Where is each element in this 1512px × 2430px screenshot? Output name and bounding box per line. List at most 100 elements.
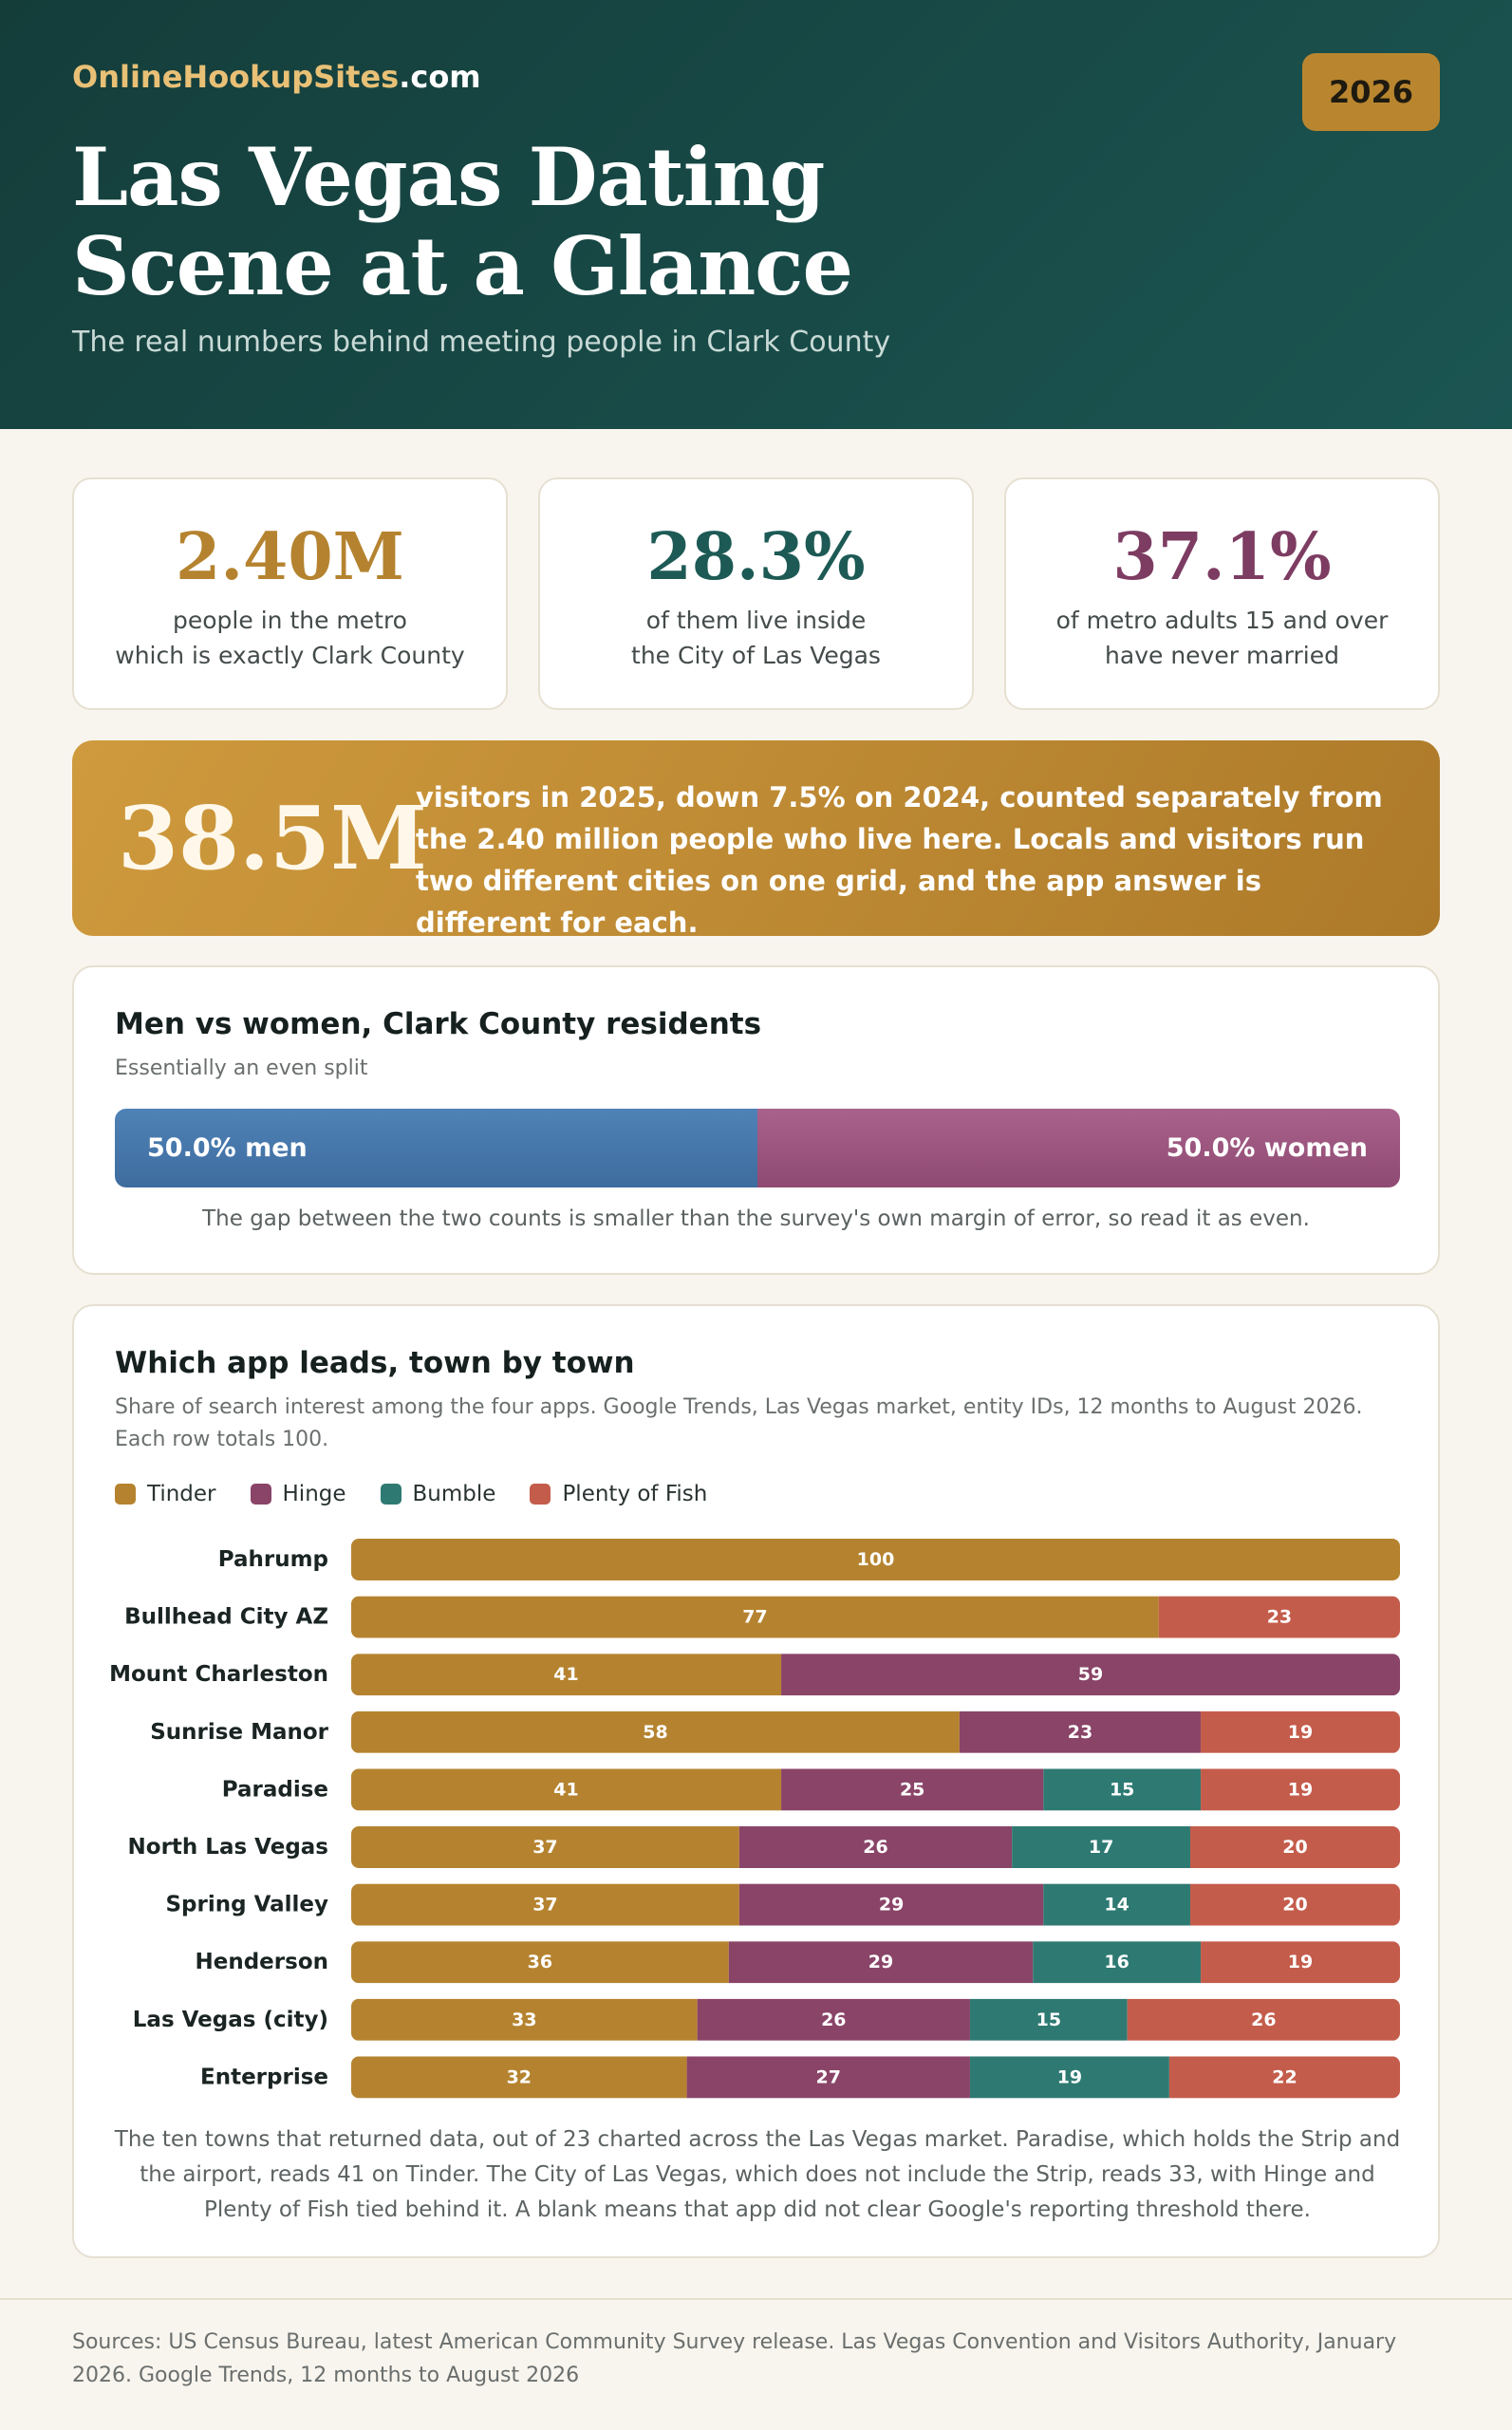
category-label: Sunrise Manor (150, 1720, 328, 1745)
header: OnlineHookupSites.com 2026 Las Vegas Dat… (0, 0, 1512, 429)
footer-divider (0, 2298, 1512, 2300)
data-label: 77 (742, 1607, 767, 1628)
legend-label: Plenty of Fish (562, 1482, 708, 1506)
bar-segment-hinge (738, 1826, 1013, 1868)
stat-card-never-married: 37.1% of metro adults 15 and over have n… (1004, 477, 1440, 710)
stat-label: of metro adults 15 and over have never m… (1006, 603, 1438, 673)
men-label: 50.0% men (147, 1133, 308, 1163)
stat-card-city-share: 28.3% of them live inside the City of La… (538, 477, 974, 710)
gender-card-title: Men vs women, Clark County residents (115, 1007, 762, 1041)
bar-row (351, 2056, 1400, 2099)
bar-row (351, 1768, 1400, 1811)
visitors-value: 38.5M (118, 787, 427, 889)
data-label: 26 (1251, 2009, 1276, 2030)
bar-segment-plenty-of-fish (1201, 1941, 1400, 1984)
bar-segment-tinder (351, 1596, 1159, 1638)
bar-segment-tinder (351, 1654, 782, 1696)
bar-segment-bumble (1033, 1941, 1202, 1984)
bar-segment-bumble (1043, 1883, 1190, 1926)
legend-item-bumble: Bumble (380, 1482, 496, 1506)
gender-split-bar: 50.0% men 50.0% women (115, 1109, 1400, 1187)
stat-value: 2.40M (176, 519, 404, 595)
bar-segment-hinge (728, 1941, 1034, 1984)
bar-segment-plenty-of-fish (1190, 1883, 1400, 1926)
data-label: 100 (857, 1549, 895, 1570)
men-segment: 50.0% men (115, 1109, 757, 1187)
visitors-text: visitors in 2025, down 7.5% on 2024, cou… (416, 781, 1383, 939)
page-subtitle: The real numbers behind meeting people i… (72, 326, 891, 359)
category-label: Spring Valley (165, 1893, 328, 1917)
apps-card-subtitle: Share of search interest among the four … (115, 1395, 1363, 1451)
bar-segment-tinder (351, 1539, 1400, 1580)
stat-label-line1: people in the metro (173, 607, 407, 634)
data-label: 19 (1057, 2066, 1082, 2087)
bar-segment-plenty-of-fish (1190, 1826, 1400, 1868)
women-label: 50.0% women (1166, 1133, 1368, 1163)
bar-row (351, 1826, 1400, 1868)
data-label: 20 (1282, 1895, 1307, 1916)
bar-row (351, 1539, 1400, 1580)
data-label: 15 (1110, 1779, 1134, 1800)
legend-swatch (380, 1484, 401, 1505)
bar-segment-plenty-of-fish (1158, 1596, 1400, 1638)
page-title: Las Vegas Dating Scene at a Glance (72, 130, 853, 313)
legend-label: Tinder (147, 1482, 216, 1506)
stat-label: of them live inside the City of Las Vega… (540, 603, 972, 673)
data-label: 20 (1282, 1837, 1307, 1858)
category-label: Henderson (196, 1950, 329, 1974)
data-label: 25 (900, 1779, 924, 1800)
legend-label: Hinge (282, 1482, 346, 1506)
category-label: Enterprise (200, 2065, 328, 2089)
data-label: 58 (643, 1722, 667, 1743)
gender-split-card: Men vs women, Clark County residents Ess… (72, 965, 1440, 1275)
stat-label-line2: have never married (1105, 642, 1339, 669)
visitors-banner: 38.5M visitors in 2025, down 7.5% on 202… (72, 740, 1440, 939)
bar-segment-tinder (351, 2056, 687, 2099)
legend-label: Bumble (412, 1482, 496, 1506)
stat-label-line2: the City of Las Vegas (631, 642, 881, 669)
legend-item-plenty-of-fish: Plenty of Fish (530, 1482, 707, 1506)
data-label: 26 (863, 1837, 887, 1858)
bar-row (351, 1941, 1400, 1984)
bar-segment-tinder (351, 1710, 960, 1753)
bar-segment-plenty-of-fish (1127, 1998, 1400, 2041)
bar-segment-plenty-of-fish (1168, 2056, 1400, 2099)
bar-segment-hinge (781, 1768, 1044, 1811)
data-label: 19 (1288, 1722, 1313, 1743)
bar-segment-bumble (1043, 1768, 1202, 1811)
brand-name: OnlineHookupSites (72, 59, 400, 95)
bar-segment-plenty-of-fish (1201, 1768, 1400, 1811)
stat-value: 37.1% (1112, 519, 1332, 595)
gender-card-subtitle: Essentially an even split (115, 1056, 368, 1080)
bar-row (351, 1998, 1400, 2041)
data-label: 16 (1104, 1952, 1129, 1972)
data-label: 29 (868, 1952, 893, 1972)
legend-item-hinge: Hinge (250, 1482, 346, 1506)
data-label: 36 (528, 1952, 552, 1972)
stat-label-line1: of them live inside (645, 607, 867, 634)
bar-row (351, 1654, 1400, 1696)
category-label: Paradise (222, 1777, 328, 1802)
bar-segment-bumble (1012, 1826, 1190, 1868)
data-label: 32 (507, 2066, 532, 2087)
stacked-bar-chart: Pahrump 100 Bullhead City AZ 77 23 Mount Char… (109, 1539, 1400, 2099)
data-label: 26 (821, 2009, 846, 2030)
brand-tld: .com (399, 59, 481, 95)
chart-legend: Tinder Hinge Bumble Plenty of Fish (115, 1482, 707, 1506)
bar-segment-tinder (351, 1826, 739, 1868)
year-badge: 2026 (1302, 53, 1440, 131)
bar-segment-tinder (351, 1941, 729, 1984)
bar-segment-hinge (686, 2056, 970, 2099)
bar-segment-bumble (969, 2056, 1169, 2099)
app-leaders-card: Which app leads, town by town Share of s… (72, 1304, 1440, 2258)
footer-sources: Sources: US Census Bureau, latest Americ… (72, 2330, 1397, 2387)
data-label: 23 (1267, 1607, 1292, 1628)
brand-logo[interactable]: OnlineHookupSites.com (72, 59, 481, 95)
data-label: 23 (1068, 1722, 1092, 1743)
legend-item-tinder: Tinder (115, 1482, 216, 1506)
bar-row (351, 1596, 1400, 1638)
category-label: Bullhead City AZ (124, 1605, 328, 1630)
data-label: 17 (1089, 1837, 1113, 1858)
bar-segment-tinder (351, 1998, 698, 2041)
category-label: Mount Charleston (109, 1662, 328, 1687)
